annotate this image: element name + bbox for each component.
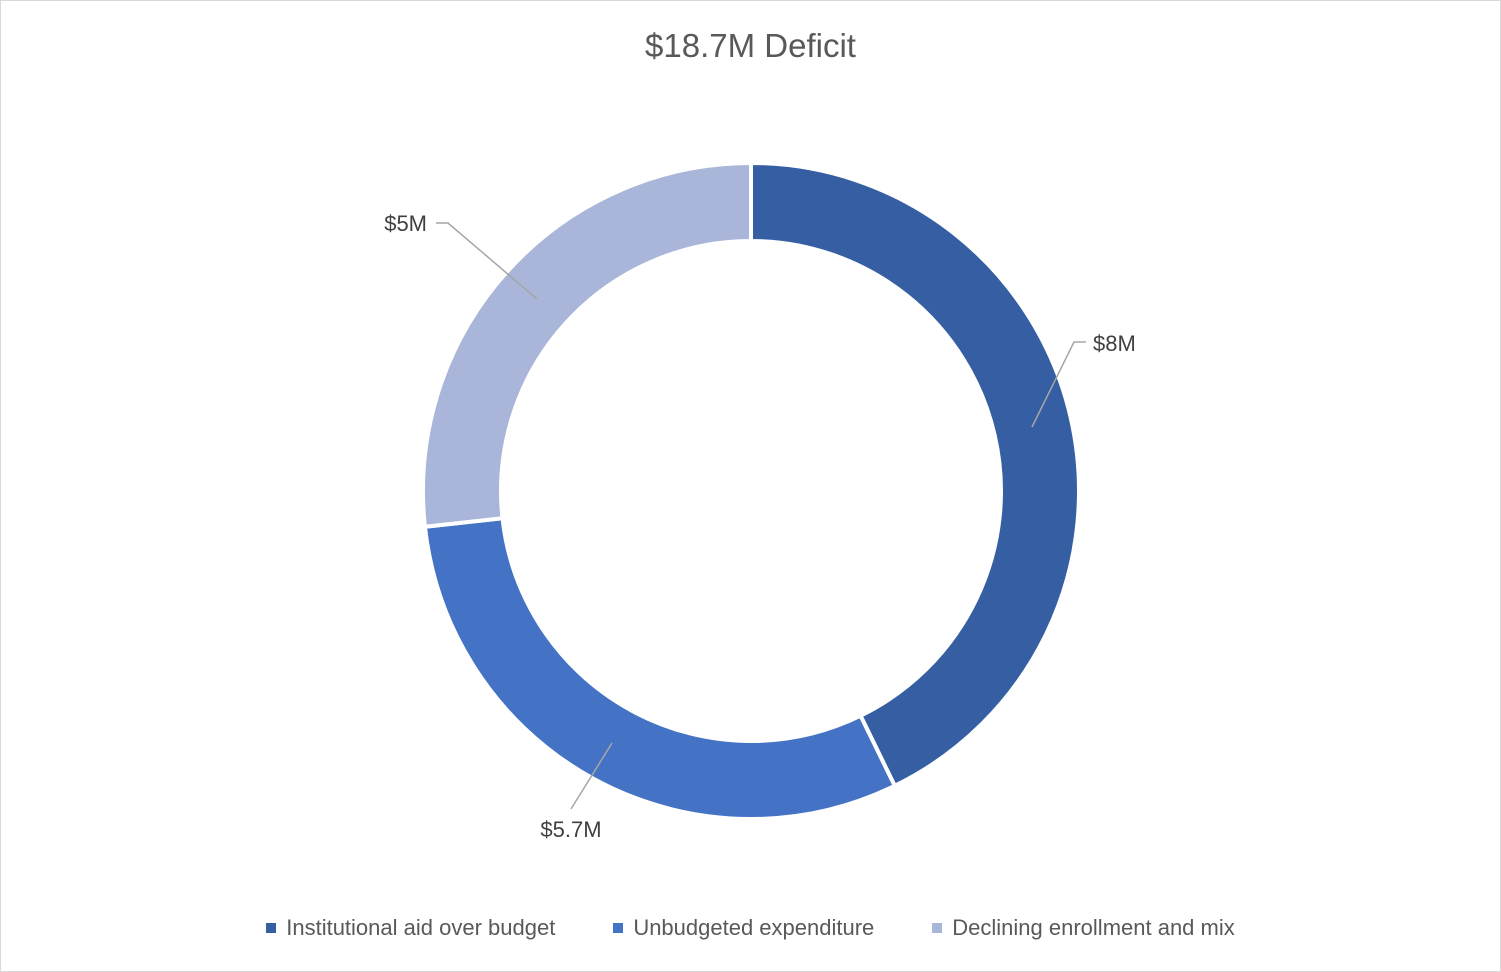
slice-unbudgeted-expenditure	[422, 516, 898, 821]
slice-institutional-aid	[749, 160, 1081, 789]
leader-line	[436, 222, 538, 300]
data-label-unbudgeted-expenditure: $5.7M	[540, 817, 601, 842]
legend-item-institutional-aid: Institutional aid over budget	[266, 915, 555, 941]
data-label-declining-enrollment: $5M	[384, 211, 427, 236]
legend: Institutional aid over budget Unbudgeted…	[1, 915, 1500, 941]
legend-label: Unbudgeted expenditure	[633, 915, 875, 940]
leader-line	[570, 742, 613, 810]
legend-label: Institutional aid over budget	[286, 915, 556, 940]
slice-declining-enrollment	[421, 160, 753, 529]
legend-swatch-icon	[266, 923, 277, 933]
leader-line	[1031, 341, 1086, 428]
legend-item-declining-enrollment: Declining enrollment and mix	[932, 915, 1235, 941]
legend-swatch-icon	[613, 923, 624, 933]
legend-swatch-icon	[932, 923, 943, 933]
chart-title: $18.7M Deficit	[645, 27, 856, 64]
data-label-institutional-aid: $8M	[1093, 331, 1136, 356]
legend-item-unbudgeted-expenditure: Unbudgeted expenditure	[613, 915, 874, 941]
legend-label: Declining enrollment and mix	[952, 915, 1235, 940]
